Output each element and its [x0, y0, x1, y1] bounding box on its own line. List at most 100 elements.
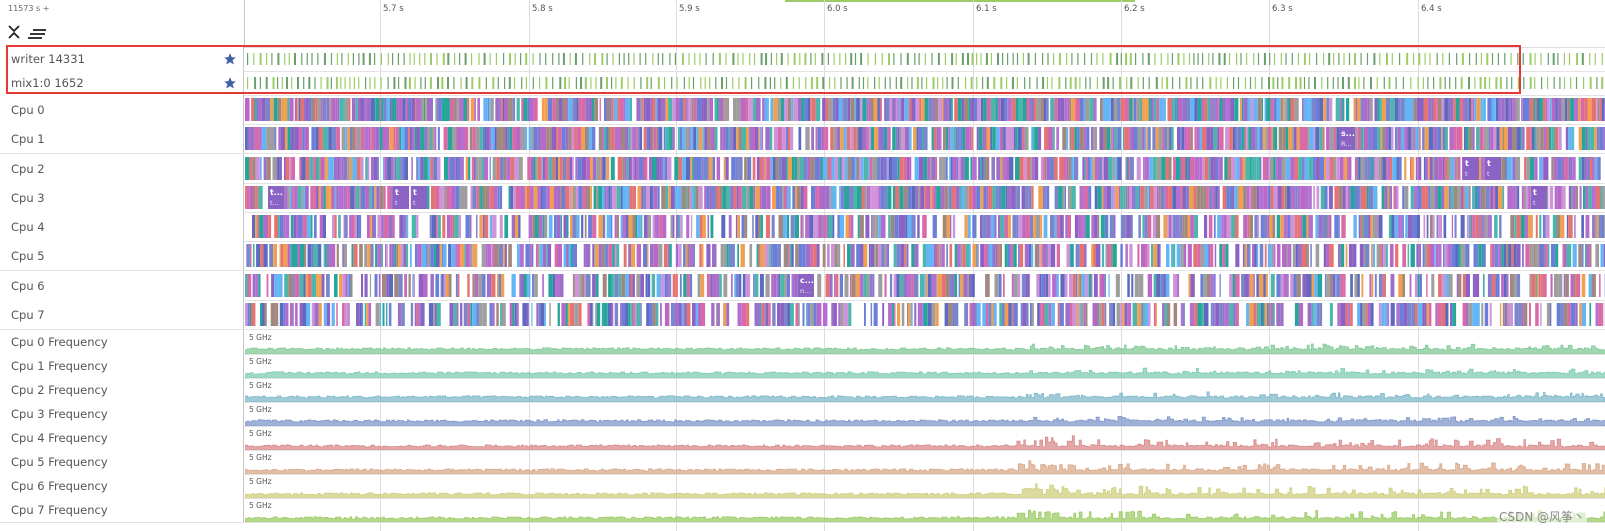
- cpu-slice[interactable]: [1378, 274, 1383, 297]
- cpu-slice[interactable]: [922, 215, 927, 238]
- cpu-slice[interactable]: [1444, 98, 1449, 121]
- cpu-slice[interactable]: [499, 215, 503, 238]
- pinned-track-label-cell[interactable]: mix1:0 1652: [0, 71, 244, 95]
- cpu-slice[interactable]: [1381, 244, 1384, 267]
- cpu-slice[interactable]: [691, 98, 694, 121]
- thread-slice[interactable]: [889, 77, 891, 89]
- thread-slice[interactable]: [1244, 77, 1247, 89]
- cpu-slice[interactable]: [1581, 127, 1586, 150]
- cpu-slice[interactable]: [440, 274, 442, 297]
- thread-slice[interactable]: [1297, 53, 1299, 65]
- cpu-slice[interactable]: [1528, 186, 1531, 209]
- cpu-slice[interactable]: [722, 127, 726, 150]
- sort-lines-icon[interactable]: [27, 27, 47, 43]
- pinned-track-0[interactable]: writer 14331: [0, 47, 1605, 72]
- cpu-slice[interactable]: [581, 215, 584, 238]
- cpu-slice[interactable]: [1585, 215, 1590, 238]
- thread-slice[interactable]: [1402, 77, 1404, 89]
- cpu-slice[interactable]: [1037, 303, 1040, 326]
- cpu-slice[interactable]: [1031, 127, 1033, 150]
- cpu-slice[interactable]: [322, 98, 327, 121]
- thread-slice[interactable]: [955, 53, 957, 65]
- cpu-slice[interactable]: [977, 244, 979, 267]
- cpu-slice[interactable]: [1113, 215, 1116, 238]
- cpu-slice[interactable]: [923, 127, 928, 150]
- cpu-slice[interactable]: [723, 303, 727, 326]
- cpu-slice[interactable]: [733, 186, 737, 209]
- thread-slice[interactable]: [657, 77, 660, 89]
- cpu-slice[interactable]: [1356, 157, 1359, 180]
- cpu-slice[interactable]: [1272, 215, 1276, 238]
- cpu-slice[interactable]: [778, 157, 782, 180]
- cpu-slice[interactable]: [922, 127, 924, 150]
- cpu-slice[interactable]: [745, 274, 749, 297]
- cpu-slice[interactable]: [265, 98, 271, 121]
- cpu-slice[interactable]: [595, 274, 599, 297]
- cpu-slice[interactable]: [1599, 127, 1604, 150]
- cpu-slice[interactable]: [1042, 244, 1047, 267]
- cpu-slice[interactable]: [266, 157, 271, 180]
- cpu-slice[interactable]: [1116, 303, 1121, 326]
- cpu-slice[interactable]: [1040, 244, 1043, 267]
- cpu-slice[interactable]: [669, 244, 672, 267]
- cpu-slice[interactable]: [1402, 274, 1406, 297]
- cpu-slice[interactable]: [1166, 244, 1170, 267]
- cpu-slice[interactable]: [500, 274, 505, 297]
- thread-slice[interactable]: [1130, 77, 1133, 89]
- cpu-slice[interactable]: [1574, 215, 1576, 238]
- cpu-slice[interactable]: [1447, 157, 1451, 180]
- cpu-slice[interactable]: [1054, 98, 1058, 121]
- cpu-slice[interactable]: [1108, 157, 1113, 180]
- cpu-slice[interactable]: [1373, 186, 1378, 209]
- cpu-slice[interactable]: [1284, 186, 1287, 209]
- cpu-slice[interactable]: [300, 244, 304, 267]
- cpu-slice[interactable]: [255, 157, 260, 180]
- cpu-slice[interactable]: [604, 98, 607, 121]
- thread-slice[interactable]: [982, 77, 984, 89]
- cpu-slice[interactable]: [620, 303, 622, 326]
- cpu-slice[interactable]: [726, 244, 729, 267]
- cpu-slice[interactable]: [679, 98, 684, 121]
- cpu-slice[interactable]: [1549, 186, 1554, 209]
- cpu-slice[interactable]: [1214, 244, 1217, 267]
- cpu-slice[interactable]: [275, 303, 279, 326]
- thread-slice[interactable]: [1268, 77, 1270, 89]
- cpu-slice[interactable]: [1579, 303, 1582, 326]
- cpu-slice[interactable]: [587, 303, 590, 326]
- cpu-slice[interactable]: [990, 98, 996, 121]
- cpu-slice[interactable]: [452, 303, 454, 326]
- cpu-slice[interactable]: [978, 127, 983, 150]
- thread-slice[interactable]: [1172, 77, 1174, 89]
- cpu-slice[interactable]: [301, 157, 306, 180]
- cpu-slice[interactable]: [802, 303, 805, 326]
- thread-slice[interactable]: [1120, 53, 1122, 65]
- cpu-slice[interactable]: [1045, 274, 1049, 297]
- cpu-slice[interactable]: [731, 274, 733, 297]
- thread-slice[interactable]: [967, 53, 969, 65]
- cpu-slice[interactable]: [768, 303, 771, 326]
- cpu-slice[interactable]: [1114, 127, 1118, 150]
- cpu-slice[interactable]: [1040, 157, 1044, 180]
- cpu-slice[interactable]: [1288, 244, 1292, 267]
- cpu-slice[interactable]: [1241, 127, 1245, 150]
- cpu-slice[interactable]: [375, 244, 378, 267]
- thread-slice[interactable]: [1071, 53, 1073, 65]
- cpu-slice[interactable]: [527, 98, 530, 121]
- cpu-slice[interactable]: [815, 98, 821, 121]
- cpu-slice[interactable]: [1601, 98, 1605, 121]
- cpu-slice[interactable]: [1570, 98, 1575, 121]
- cpu-slice[interactable]: [1078, 215, 1082, 238]
- cpu-slice[interactable]: [1527, 98, 1530, 121]
- cpu-slice[interactable]: [1069, 274, 1073, 297]
- cpu-slice[interactable]: [926, 186, 931, 209]
- thread-slice[interactable]: [497, 77, 499, 89]
- cpu-slice[interactable]: [1370, 303, 1374, 326]
- cpu-slice[interactable]: [1493, 186, 1496, 209]
- cpu-slice[interactable]: [1133, 98, 1137, 121]
- cpu-slice[interactable]: [1142, 215, 1145, 238]
- cpu-slice[interactable]: [447, 127, 453, 150]
- cpu-slice[interactable]: [756, 244, 759, 267]
- cpu-slice[interactable]: [482, 127, 485, 150]
- cpu-slice[interactable]: [1584, 98, 1588, 121]
- cpu-slice[interactable]: [901, 98, 905, 121]
